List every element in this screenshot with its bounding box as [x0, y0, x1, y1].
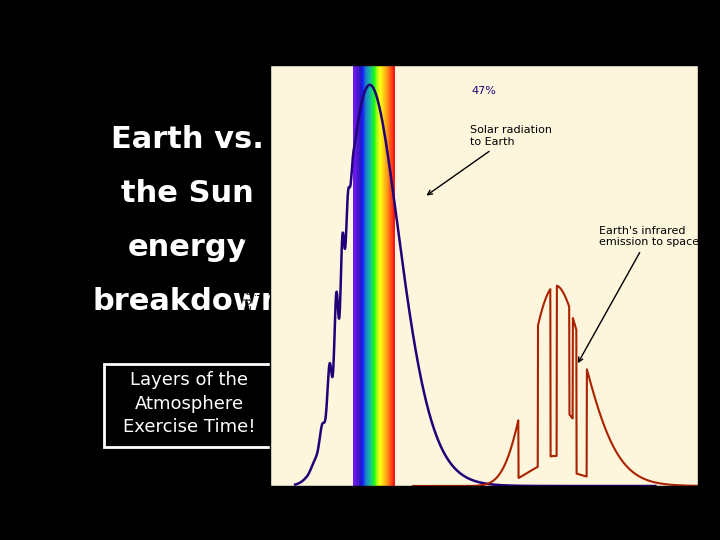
Bar [104, 364, 274, 447]
Text: Earth vs.: Earth vs. [111, 125, 264, 154]
Text: Layers of the
Atmosphere
Exercise Time!: Layers of the Atmosphere Exercise Time! [123, 371, 256, 436]
Text: 8%: 8% [302, 56, 320, 66]
Text: breakdown: breakdown [92, 287, 283, 316]
Text: 45%: 45% [534, 56, 559, 66]
Text: energy: energy [128, 233, 248, 262]
Bar [355, 65, 356, 486]
Y-axis label: Radiated energy (relative)
→ increasing: Radiated energy (relative) → increasing [244, 207, 266, 344]
Text: 47%: 47% [472, 86, 497, 96]
Text: Earth's infrared
emission to space: Earth's infrared emission to space [579, 226, 698, 362]
Text: Solar radiation
to Earth: Solar radiation to Earth [428, 125, 552, 195]
Bar [354, 65, 355, 486]
Text: Visible: Visible [356, 0, 391, 10]
Bar [353, 65, 354, 486]
X-axis label: Wavelength (micrometers, μm): Wavelength (micrometers, μm) [392, 510, 577, 523]
Text: the Sun: the Sun [121, 179, 254, 208]
Text: Infrared: Infrared [526, 0, 567, 10]
Text: Ultraviolet: Ultraviolet [284, 0, 338, 10]
